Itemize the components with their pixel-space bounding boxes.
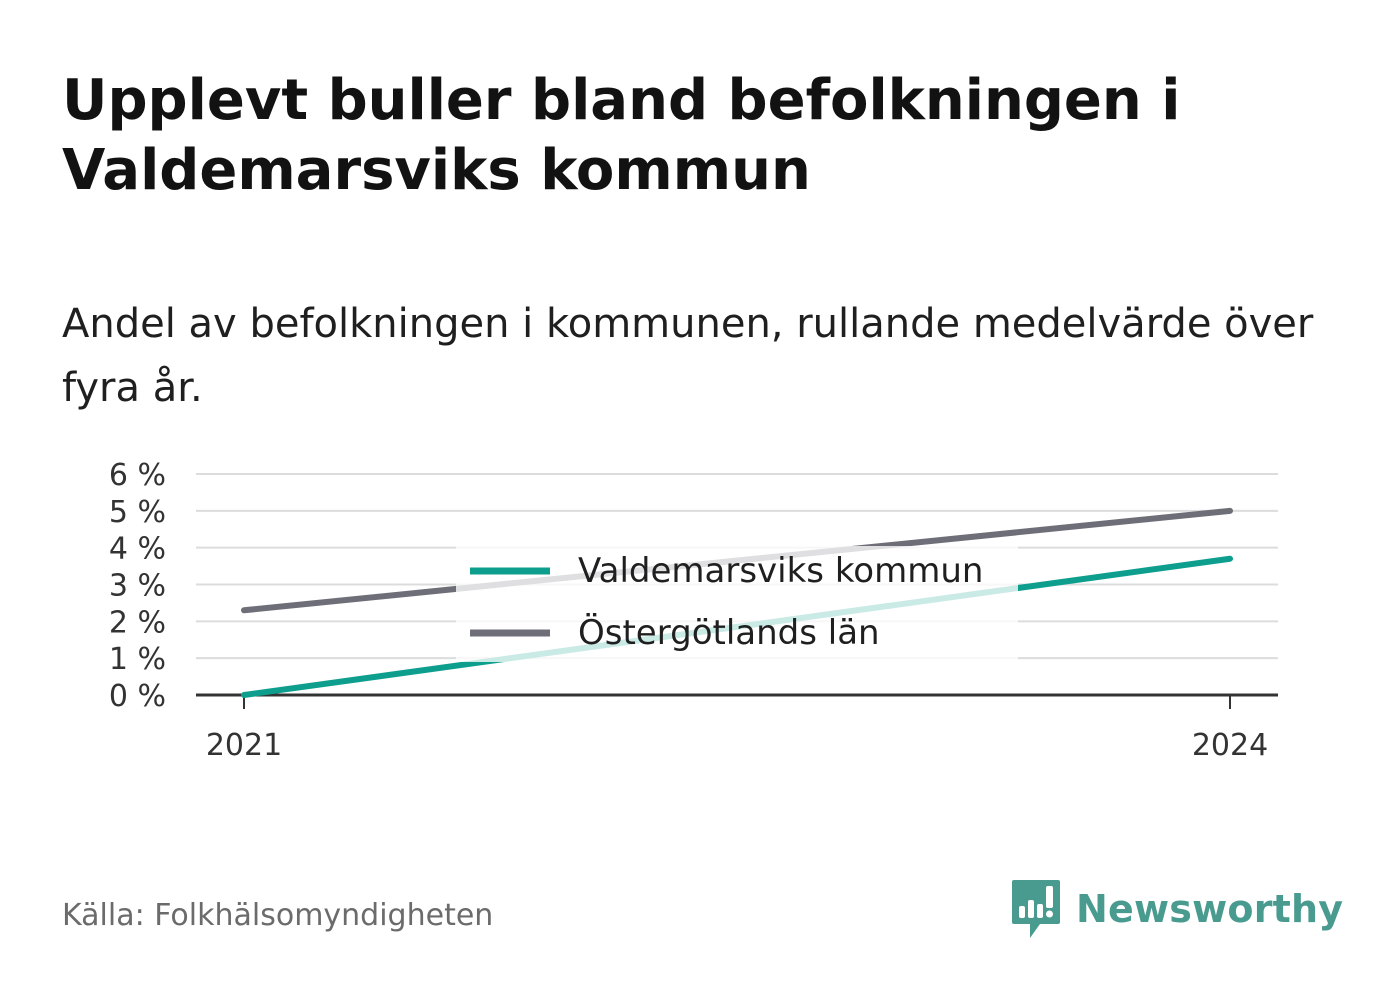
x-tick-label: 2021: [206, 728, 282, 763]
newsworthy-logo-icon: [1012, 880, 1060, 938]
legend: Valdemarsviks kommun Östergötlands län: [456, 546, 1018, 662]
legend-label: Östergötlands län: [578, 612, 880, 653]
brand-name: Newsworthy: [1076, 887, 1344, 931]
y-tick-label: 2 %: [109, 605, 166, 640]
newsworthy-brand: Newsworthy: [1010, 878, 1343, 940]
y-tick-label: 0 %: [109, 679, 166, 714]
chart-subtitle: Andel av befolkningen i kommunen, rullan…: [62, 301, 1314, 411]
x-axis-ticks: 2021 2024: [206, 695, 1268, 763]
y-tick-label: 5 %: [109, 495, 166, 530]
y-axis-tick-labels: 0 %1 %2 %3 %4 %5 %6 %: [109, 458, 166, 714]
y-tick-label: 6 %: [109, 458, 166, 493]
legend-background: [456, 546, 1018, 662]
y-tick-label: 1 %: [109, 642, 166, 677]
y-tick-label: 4 %: [109, 532, 166, 567]
source-note: Källa: Folkhälsomyndigheten: [62, 898, 494, 933]
chart-title: Upplevt buller bland befolkningen i Vald…: [62, 68, 1181, 203]
line-chart: 0 %1 %2 %3 %4 %5 %6 % 2021 2024 Valdemars…: [109, 458, 1278, 763]
x-tick-label: 2024: [1192, 728, 1268, 763]
legend-label: Valdemarsviks kommun: [578, 551, 983, 591]
y-tick-label: 3 %: [109, 569, 166, 604]
